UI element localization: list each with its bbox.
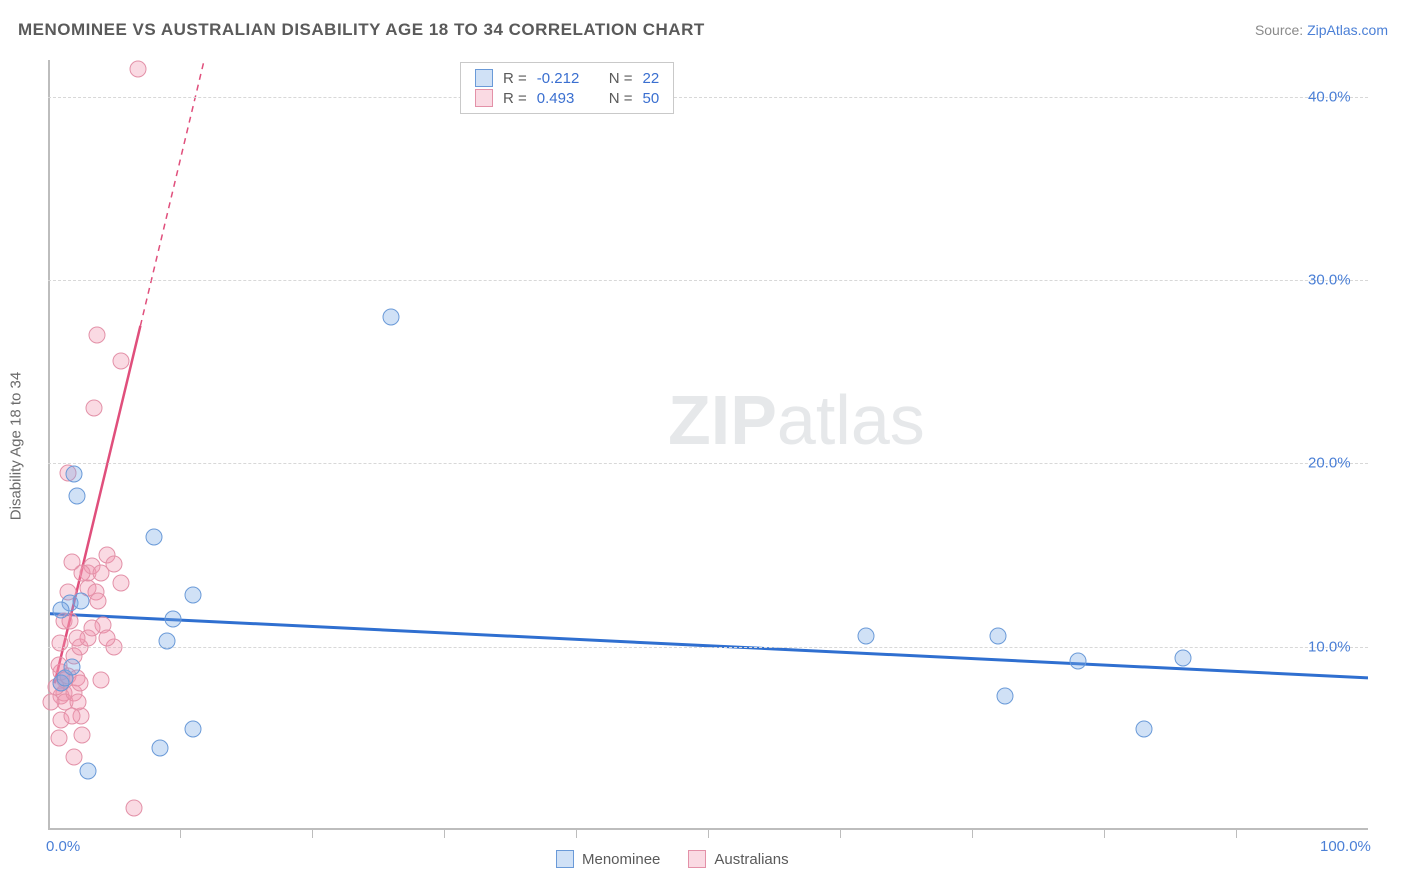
watermark-light: atlas: [777, 381, 925, 459]
grid-line: [48, 647, 1368, 648]
data-point-australians: [71, 675, 88, 692]
correlation-row-menominee: R = -0.212 N = 22: [471, 68, 663, 88]
legend-label-australians: Australians: [714, 851, 788, 868]
y-axis-label: Disability Age 18 to 34: [8, 372, 25, 520]
x-tick-label: 100.0%: [1320, 838, 1371, 855]
data-point-menominee: [383, 308, 400, 325]
data-point-australians: [74, 726, 91, 743]
trend-line: [140, 60, 204, 326]
data-point-menominee: [858, 627, 875, 644]
data-point-menominee: [73, 592, 90, 609]
data-point-australians: [86, 400, 103, 417]
r-label: R =: [503, 90, 527, 107]
series-legend: Menominee Australians: [556, 850, 789, 868]
data-point-australians: [99, 629, 116, 646]
data-point-australians: [112, 352, 129, 369]
data-point-australians: [83, 620, 100, 637]
data-point-menominee: [1135, 721, 1152, 738]
x-tick: [312, 830, 313, 838]
r-value-australians: 0.493: [537, 90, 599, 107]
r-value-menominee: -0.212: [537, 70, 599, 87]
data-point-australians: [51, 635, 68, 652]
grid-line: [48, 463, 1368, 464]
data-point-menominee: [1175, 649, 1192, 666]
data-point-menominee: [990, 627, 1007, 644]
data-point-menominee: [158, 633, 175, 650]
y-tick-label: 30.0%: [1308, 272, 1351, 289]
data-point-australians: [69, 629, 86, 646]
data-point-menominee: [66, 466, 83, 483]
x-tick: [840, 830, 841, 838]
data-point-australians: [50, 730, 67, 747]
correlation-legend: R = -0.212 N = 22 R = 0.493 N = 50: [460, 62, 674, 114]
swatch-menominee: [475, 69, 493, 87]
data-point-australians: [92, 671, 109, 688]
watermark: ZIPatlas: [668, 380, 925, 460]
n-label: N =: [609, 90, 633, 107]
data-point-menominee: [63, 658, 80, 675]
data-point-menominee: [997, 688, 1014, 705]
n-label: N =: [609, 70, 633, 87]
grid-line: [48, 97, 1368, 98]
chart-title: MENOMINEE VS AUSTRALIAN DISABILITY AGE 1…: [18, 20, 705, 40]
trend-lines-svg: [48, 60, 1368, 830]
legend-item-australians: Australians: [688, 850, 788, 868]
data-point-australians: [90, 592, 107, 609]
x-tick: [1104, 830, 1105, 838]
swatch-menominee: [556, 850, 574, 868]
data-point-australians: [42, 693, 59, 710]
x-tick: [972, 830, 973, 838]
data-point-menominee: [145, 528, 162, 545]
data-point-menominee: [165, 611, 182, 628]
x-tick: [180, 830, 181, 838]
correlation-row-australians: R = 0.493 N = 50: [471, 88, 663, 108]
data-point-australians: [63, 554, 80, 571]
data-point-menominee: [185, 587, 202, 604]
grid-line: [48, 280, 1368, 281]
data-point-australians: [129, 61, 146, 78]
y-axis-line: [48, 60, 50, 830]
x-tick: [444, 830, 445, 838]
data-point-australians: [106, 556, 123, 573]
swatch-australians: [475, 89, 493, 107]
source-prefix: Source:: [1255, 22, 1307, 38]
data-point-australians: [66, 748, 83, 765]
swatch-australians: [688, 850, 706, 868]
source-label: Source: ZipAtlas.com: [1255, 22, 1388, 38]
data-point-menominee: [79, 763, 96, 780]
y-tick-label: 40.0%: [1308, 88, 1351, 105]
n-value-menominee: 22: [643, 70, 660, 87]
data-point-australians: [112, 574, 129, 591]
data-point-menominee: [185, 721, 202, 738]
data-point-menominee: [152, 739, 169, 756]
plot-area: ZIPatlas 10.0% 20.0% 30.0% 40.0%: [48, 60, 1368, 830]
data-point-menominee: [1069, 653, 1086, 670]
data-point-australians: [88, 327, 105, 344]
data-point-australians: [63, 708, 80, 725]
r-label: R =: [503, 70, 527, 87]
legend-item-menominee: Menominee: [556, 850, 660, 868]
source-link[interactable]: ZipAtlas.com: [1307, 22, 1388, 38]
n-value-australians: 50: [643, 90, 660, 107]
y-tick-label: 10.0%: [1308, 638, 1351, 655]
data-point-menominee: [69, 488, 86, 505]
y-tick-label: 20.0%: [1308, 455, 1351, 472]
x-tick: [708, 830, 709, 838]
watermark-bold: ZIP: [668, 381, 777, 459]
data-point-australians: [125, 800, 142, 817]
data-point-menominee: [53, 602, 70, 619]
x-tick-label: 0.0%: [46, 838, 80, 855]
x-tick: [576, 830, 577, 838]
legend-label-menominee: Menominee: [582, 851, 660, 868]
x-tick: [1236, 830, 1237, 838]
